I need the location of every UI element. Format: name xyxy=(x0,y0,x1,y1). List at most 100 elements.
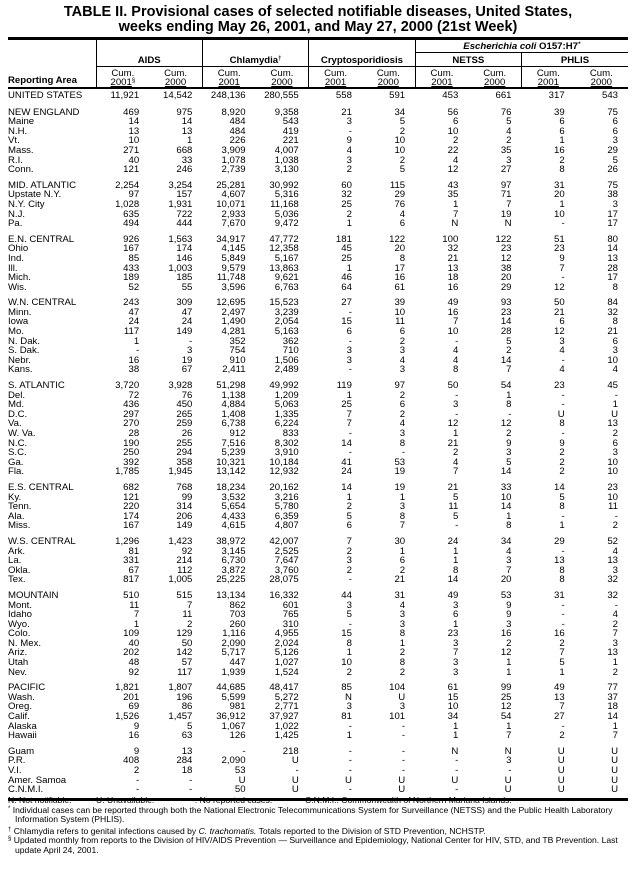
value-cell: 3,532 xyxy=(221,491,246,503)
value-cell: 4 xyxy=(559,345,565,357)
table-title: TABLE II. Provisional cases of selected … xyxy=(0,5,636,35)
table-row: NEW ENGLAND 469 975 8,920 9,358 21 34 56 76 39 75 xyxy=(8,102,628,118)
table-row: V.I. 2 18 53 - - - - - U U xyxy=(8,766,628,776)
value-cell: 7 xyxy=(452,466,459,478)
value-cell: 4 xyxy=(452,154,459,166)
value-cell: 314 xyxy=(176,501,193,513)
value-cell: N xyxy=(345,691,352,703)
value-cell: 2 xyxy=(399,647,406,659)
value-cell: 31 xyxy=(394,589,406,601)
value-cell: 246 xyxy=(176,164,193,176)
value-cell: 975 xyxy=(176,106,193,118)
value-cell: 9 xyxy=(506,437,512,449)
value-cell: U xyxy=(557,745,565,757)
value-cell: - xyxy=(348,618,352,630)
value-cell: 4 xyxy=(612,609,618,621)
value-cell: 10 xyxy=(447,125,459,137)
value-cell: 9 xyxy=(133,720,140,732)
reporting-area-cell: Mo. xyxy=(8,326,24,338)
value-cell: 1,116 xyxy=(222,628,246,640)
value-cell: 25,225 xyxy=(216,574,246,586)
footnote-dagger: † Chlamydia refers to genital infections… xyxy=(8,825,486,836)
reporting-area-cell: Wyo. xyxy=(8,618,30,630)
value-cell: 6 xyxy=(612,125,618,137)
reporting-area-cell: Mich. xyxy=(8,272,31,284)
value-cell: - xyxy=(348,125,352,137)
value-cell: 4 xyxy=(399,208,406,220)
reporting-area-cell: P.R. xyxy=(8,755,26,767)
table-row: Vt. 10 1 226 221 9 10 2 2 1 3 xyxy=(8,136,628,146)
value-cell: 27 xyxy=(554,711,565,723)
value-cell: 3 xyxy=(399,428,406,439)
value-cell: 4 xyxy=(399,418,406,430)
value-cell: U xyxy=(398,774,406,786)
value-cell: 255 xyxy=(176,437,193,449)
value-cell: 3 xyxy=(346,354,352,366)
value-cell: 2,254 xyxy=(115,179,140,191)
value-cell: 11 xyxy=(395,316,406,328)
table-row: Fla. 1,785 1,945 13,142 12,932 24 19 7 14 2 10 xyxy=(8,467,628,477)
value-cell: 11,921 xyxy=(110,90,140,101)
value-cell: 3,130 xyxy=(274,164,299,176)
value-cell: 1 xyxy=(133,618,140,630)
value-cell: 21 xyxy=(447,481,459,493)
reporting-area-cell: Minn. xyxy=(8,306,32,318)
value-cell: 13,142 xyxy=(216,466,246,478)
value-cell: 23 xyxy=(607,481,618,493)
value-cell: 8 xyxy=(559,164,565,176)
value-cell: 7 xyxy=(452,316,459,328)
value-cell: 3 xyxy=(399,701,406,713)
value-cell: 9 xyxy=(506,609,512,621)
value-cell: 358 xyxy=(176,456,193,468)
reporting-area-cell: Ky. xyxy=(8,491,22,503)
value-cell: 5,036 xyxy=(274,208,299,220)
value-cell: 221 xyxy=(282,135,299,147)
value-cell: 11 xyxy=(182,609,193,621)
value-cell: 3 xyxy=(346,555,352,567)
value-cell: 2 xyxy=(399,389,406,401)
value-cell: U xyxy=(557,774,565,786)
reporting-area-cell: E.S. CENTRAL xyxy=(8,481,74,493)
table-row: Amer. Samoa - - U U U U U U U U xyxy=(8,774,628,786)
value-cell: 1 xyxy=(346,262,352,274)
value-cell: - xyxy=(348,755,352,767)
value-cell: 29 xyxy=(394,189,406,201)
value-cell: 3 xyxy=(506,447,512,459)
value-cell: N xyxy=(451,745,459,757)
table-row: Ga. 392 358 10,321 10,184 41 53 4 5 2 10 xyxy=(8,458,628,468)
value-cell: 297 xyxy=(123,408,140,420)
value-cell: 44,685 xyxy=(216,682,246,694)
value-cell: 5,316 xyxy=(274,189,299,201)
reporting-area-cell: Iowa xyxy=(8,316,29,328)
value-cell: 57 xyxy=(181,657,193,669)
value-cell: - xyxy=(614,599,618,611)
value-cell: - xyxy=(348,428,352,439)
value-cell: 5,239 xyxy=(221,447,246,459)
table-row: Mont. 11 7 862 601 3 4 3 9 - - xyxy=(8,599,628,611)
value-cell: 7 xyxy=(452,208,459,220)
value-cell: 8 xyxy=(399,252,406,264)
value-cell: 75 xyxy=(607,179,618,191)
value-cell: 20 xyxy=(394,243,406,255)
value-cell: 67 xyxy=(128,564,140,576)
table-row: S. Dak. - 3 754 710 3 3 4 2 4 3 xyxy=(8,346,628,356)
value-cell: 1,335 xyxy=(274,408,299,420)
value-cell: 34,917 xyxy=(216,233,246,245)
value-cell: 2 xyxy=(559,637,565,649)
value-cell: 14 xyxy=(341,437,352,449)
value-cell: 4 xyxy=(612,364,618,376)
value-cell: 206 xyxy=(176,510,193,522)
value-cell: U xyxy=(611,755,618,767)
value-cell: 112 xyxy=(177,564,193,576)
value-cell: 5,654 xyxy=(221,501,246,513)
value-cell: 29 xyxy=(500,281,512,293)
value-cell: 7 xyxy=(399,520,406,532)
table-row: W.N. CENTRAL 243 309 12,695 15,523 27 39 49 93 50… xyxy=(8,292,628,308)
value-cell: 15 xyxy=(447,691,459,703)
footnotes: N: Not notifiable. U: Unavailable. -: No r… xyxy=(8,795,630,856)
value-cell: 5 xyxy=(559,491,565,503)
value-cell: 81 xyxy=(128,545,140,557)
value-cell: 3 xyxy=(612,198,618,210)
value-cell: 271 xyxy=(123,144,140,156)
value-cell: 20 xyxy=(500,272,512,284)
